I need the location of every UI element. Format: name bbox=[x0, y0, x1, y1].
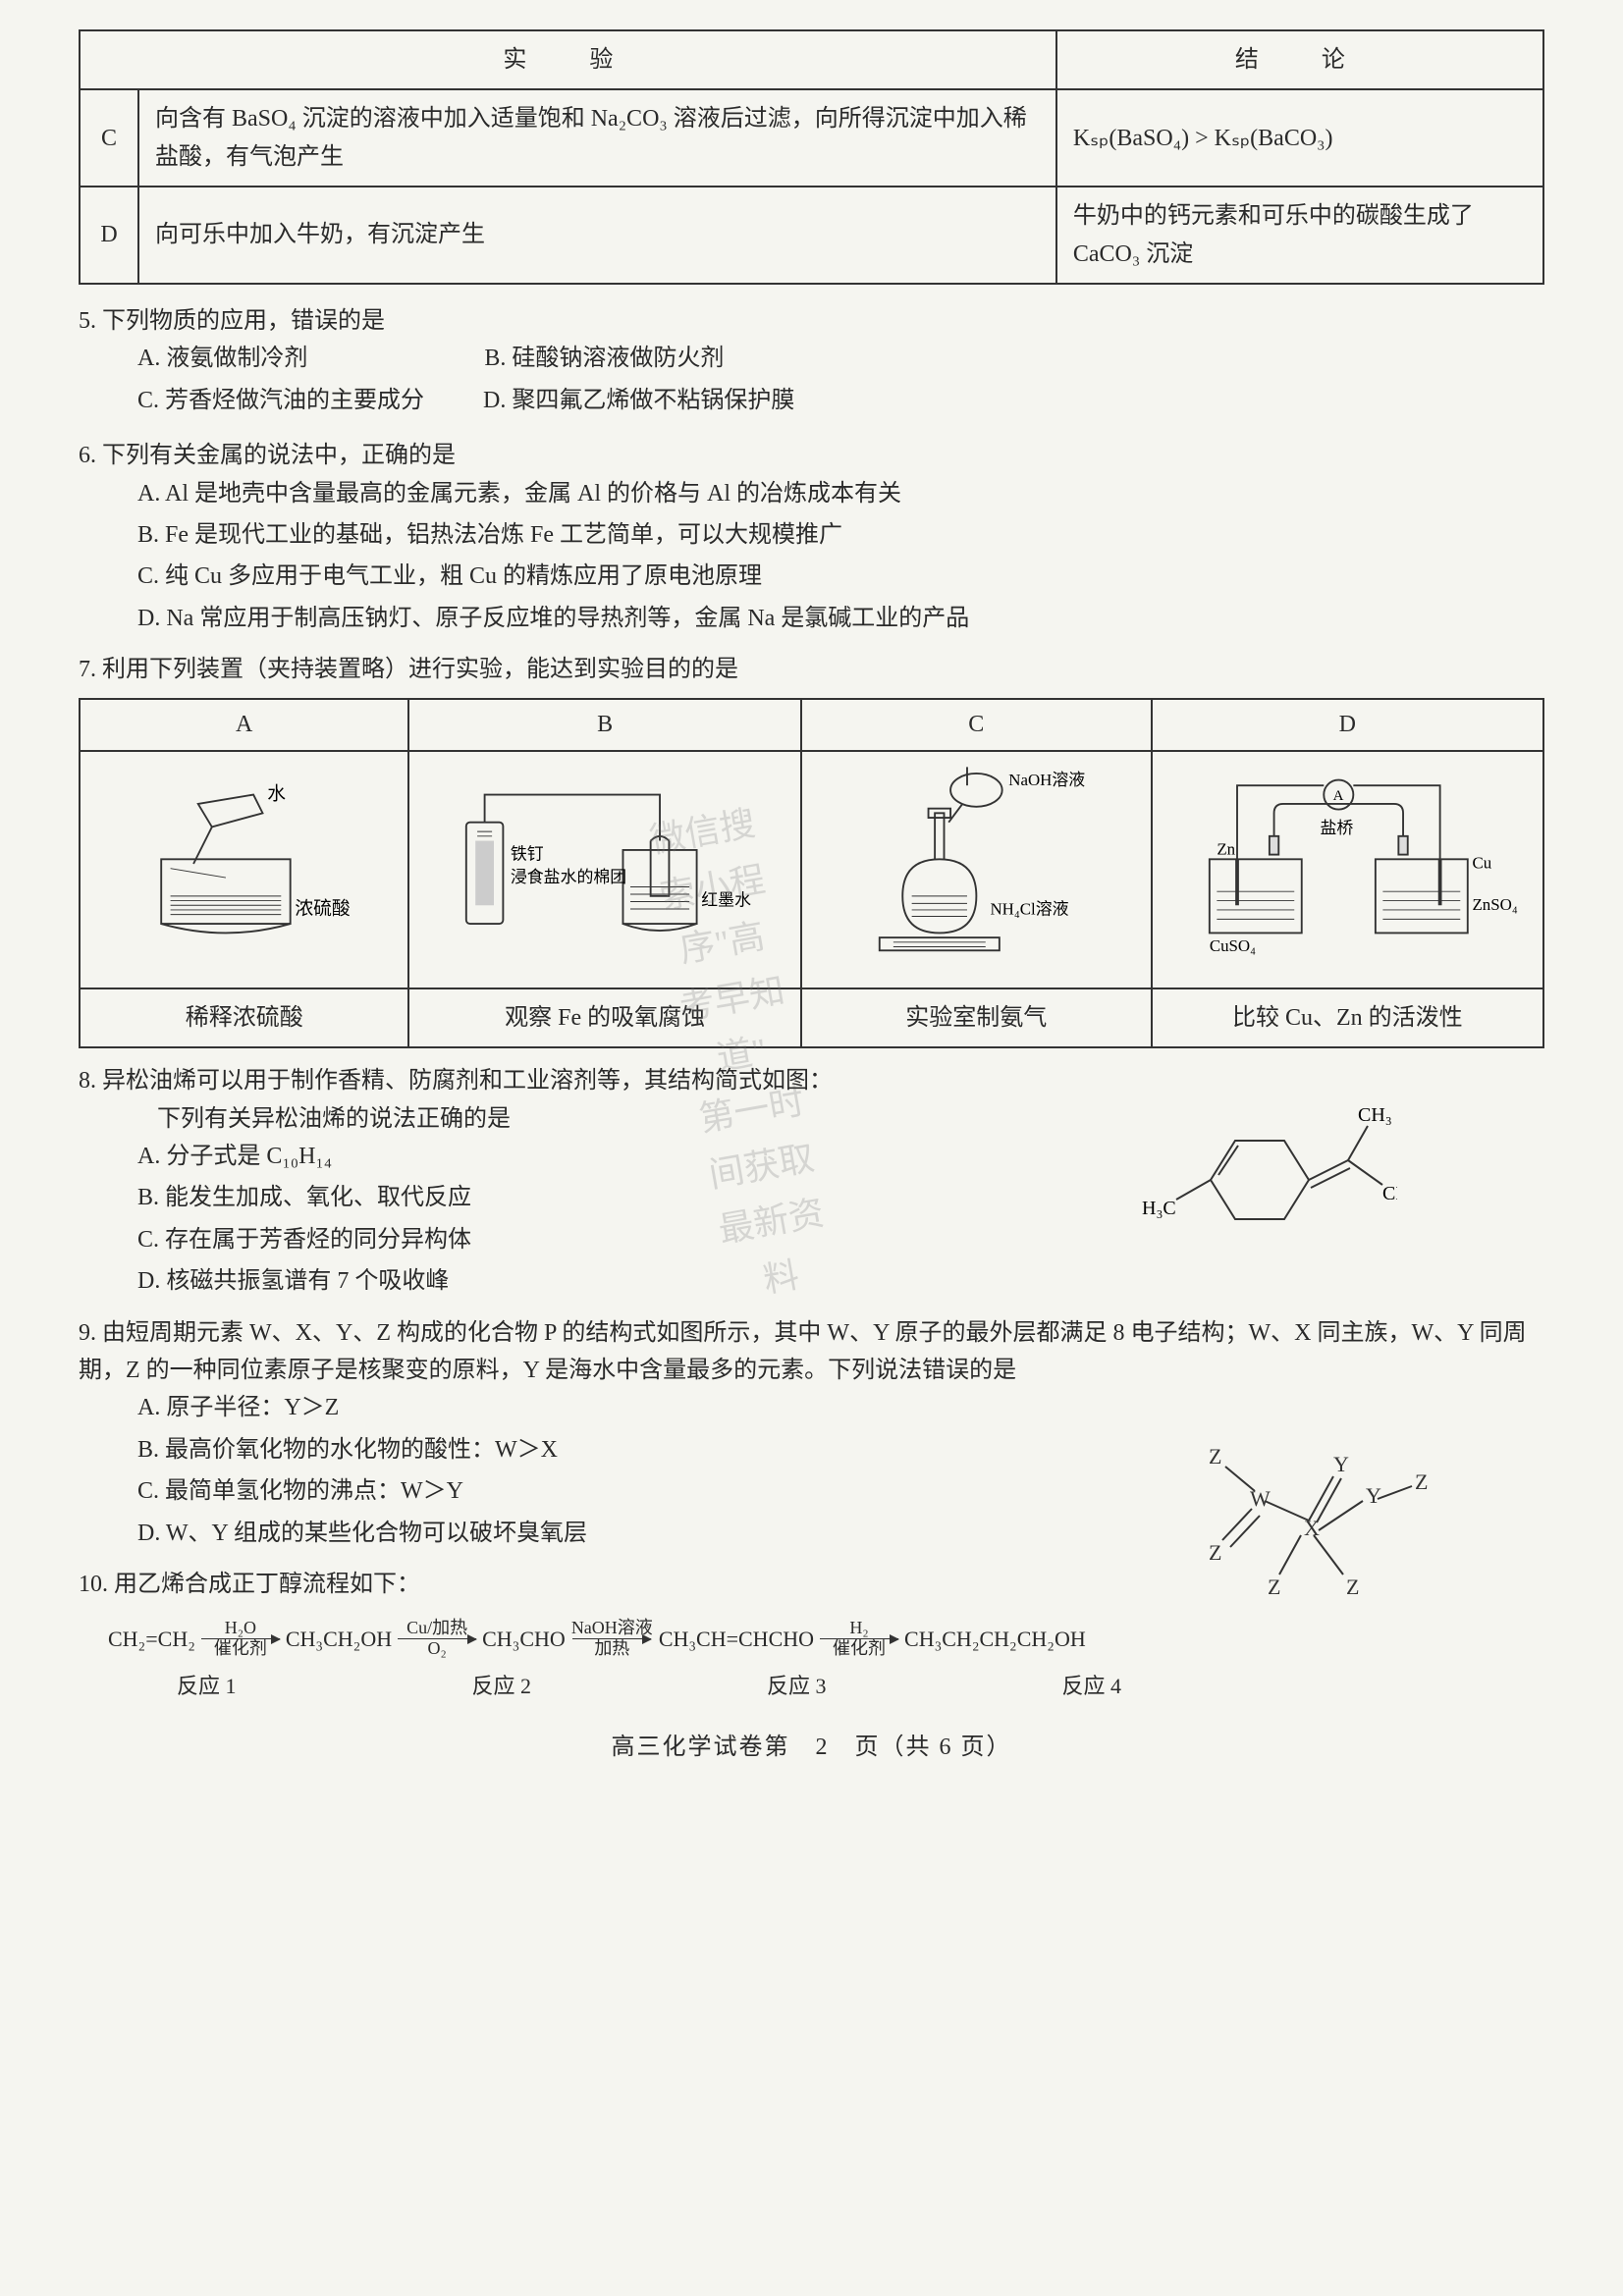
label-water: 水 bbox=[267, 782, 286, 804]
label-salt: 浸食盐水的棉团 bbox=[511, 868, 626, 886]
appa-caption: 比较 Cu、Zn 的活泼性 bbox=[1152, 988, 1543, 1047]
question-9: 9. 由短周期元素 W、X、Y、Z 构成的化合物 P 的结构式如图所示，其中 W… bbox=[79, 1314, 1544, 1552]
svg-text:Z: Z bbox=[1415, 1469, 1428, 1494]
q9-stem: 9. 由短周期元素 W、X、Y、Z 构成的化合物 P 的结构式如图所示，其中 W… bbox=[79, 1314, 1544, 1390]
reaction-arrow: H₂O 催化剂 bbox=[201, 1619, 280, 1659]
q6-opt-d: D. Na 常应用于制高压钠灯、原子反应堆的导热剂等，金属 Na 是氯碱工业的产… bbox=[137, 600, 1544, 637]
rxn-label: 反应 1 bbox=[177, 1669, 237, 1703]
q5-opt-b: B. 硅酸钠溶液做防火剂 bbox=[484, 340, 724, 377]
label-meter: A bbox=[1332, 788, 1343, 804]
q5-stem: 5. 下列物质的应用，错误的是 bbox=[79, 302, 1544, 340]
row-concl: 牛奶中的钙元素和可乐中的碳酸生成了 CaCO₃ 沉淀 bbox=[1056, 187, 1543, 284]
svg-text:Z: Z bbox=[1209, 1444, 1221, 1468]
table-row: D 向可乐中加入牛奶，有沉淀产生 牛奶中的钙元素和可乐中的碳酸生成了 CaCO₃… bbox=[80, 187, 1543, 284]
appa-diagram-d: A 盐桥 Zn Cu CuSO₄ ZnSO₄ bbox=[1152, 751, 1543, 988]
appa-header: D bbox=[1152, 699, 1543, 750]
appa-header: C bbox=[801, 699, 1152, 750]
svg-text:Z: Z bbox=[1268, 1575, 1280, 1599]
molecule-diagram: CH₃ CH₃ H₃C bbox=[1142, 1092, 1397, 1268]
svg-text:Z: Z bbox=[1346, 1575, 1359, 1599]
reaction-scheme: CH₂=CH₂ H₂O 催化剂 CH₃CH₂OH Cu/加热 O₂ CH₃CHO… bbox=[108, 1619, 1544, 1659]
species: CH₃CH₂CH₂CH₂OH bbox=[904, 1622, 1086, 1656]
table-header-exp: 实 验 bbox=[80, 30, 1056, 89]
appa-caption: 观察 Fe 的吸氧腐蚀 bbox=[408, 988, 800, 1047]
label-ink: 红墨水 bbox=[702, 890, 752, 909]
experiment-table: 实 验 结 论 C 向含有 BaSO₄ 沉淀的溶液中加入适量饱和 Na₂CO₃ … bbox=[79, 29, 1544, 285]
species: CH₃CH₂OH bbox=[286, 1622, 392, 1656]
appa-caption: 稀释浓硫酸 bbox=[80, 988, 408, 1047]
q7-stem: 7. 利用下列装置（夹持装置略）进行实验，能达到实验目的的是 bbox=[79, 651, 1544, 688]
reaction-arrow: H₂ 催化剂 bbox=[820, 1619, 898, 1659]
svg-text:Y: Y bbox=[1366, 1483, 1381, 1508]
page-footer: 高三化学试卷第 2 页（共 6 页） bbox=[79, 1729, 1544, 1766]
appa-diagram-b: 微信搜索小程序"高考早知道" 第一时间获取最新资料 bbox=[408, 751, 800, 988]
appa-diagram-c: NaOH溶液 NH₄Cl溶液 bbox=[801, 751, 1152, 988]
structure-diagram: Z W Z X Y Y Z Z Z bbox=[1171, 1442, 1446, 1599]
label-acid: 浓硫酸 bbox=[295, 898, 351, 920]
q5-opt-c: C. 芳香烃做汽油的主要成分 bbox=[137, 382, 424, 419]
apparatus-table: A B C D bbox=[79, 698, 1544, 1048]
species: CH₃CH=CHCHO bbox=[659, 1622, 814, 1656]
label-zn: Zn bbox=[1217, 839, 1235, 858]
q6-stem: 6. 下列有关金属的说法中，正确的是 bbox=[79, 437, 1544, 474]
appa-header: B bbox=[408, 699, 800, 750]
rxn-label: 反应 3 bbox=[767, 1669, 827, 1703]
species: CH₃CHO bbox=[482, 1622, 566, 1656]
q6-opt-c: C. 纯 Cu 多应用于电气工业，粗 Cu 的精炼应用了原电池原理 bbox=[137, 558, 1544, 595]
appa-header: A bbox=[80, 699, 408, 750]
label-nail: 铁钉 bbox=[511, 844, 544, 863]
row-exp: 向含有 BaSO₄ 沉淀的溶液中加入适量饱和 Na₂CO₃ 溶液后过滤，向所得沉… bbox=[138, 89, 1056, 187]
reaction-arrow: NaOH溶液 加热 bbox=[571, 1619, 653, 1659]
row-exp: 向可乐中加入牛奶，有沉淀产生 bbox=[138, 187, 1056, 284]
appa-diagram-a: 水 浓硫酸 bbox=[80, 751, 408, 988]
svg-text:X: X bbox=[1304, 1516, 1320, 1540]
svg-text:Z: Z bbox=[1209, 1540, 1221, 1565]
question-7: 7. 利用下列装置（夹持装置略）进行实验，能达到实验目的的是 A B C D bbox=[79, 651, 1544, 1048]
label-cu: Cu bbox=[1472, 854, 1491, 873]
table-row: C 向含有 BaSO₄ 沉淀的溶液中加入适量饱和 Na₂CO₃ 溶液后过滤，向所… bbox=[80, 89, 1543, 187]
appa-caption: 实验室制氨气 bbox=[801, 988, 1152, 1047]
question-8: 8. 异松油烯可以用于制作香精、防腐剂和工业溶剂等，其结构简式如图： 下列有关异… bbox=[79, 1062, 1544, 1300]
svg-text:W: W bbox=[1250, 1486, 1271, 1511]
row-label: D bbox=[80, 187, 138, 284]
reaction-arrow: Cu/加热 O₂ bbox=[398, 1619, 476, 1659]
label-nh4cl: NH₄Cl溶液 bbox=[990, 900, 1068, 919]
label-bridge: 盐桥 bbox=[1320, 819, 1353, 837]
q9-opt-a: A. 原子半径：Y＞Z bbox=[137, 1389, 1544, 1426]
species: CH₂=CH₂ bbox=[108, 1622, 195, 1656]
label-znso4: ZnSO₄ bbox=[1472, 895, 1517, 914]
q6-opt-a: A. Al 是地壳中含量最高的金属元素，金属 Al 的价格与 Al 的冶炼成本有… bbox=[137, 475, 1544, 512]
q5-opt-a: A. 液氨做制冷剂 bbox=[137, 340, 307, 377]
q6-opt-b: B. Fe 是现代工业的基础，铝热法冶炼 Fe 工艺简单，可以大规模推广 bbox=[137, 516, 1544, 554]
q5-opt-d: D. 聚四氟乙烯做不粘锅保护膜 bbox=[483, 382, 794, 419]
rxn-label: 反应 2 bbox=[472, 1669, 532, 1703]
table-header-concl: 结 论 bbox=[1056, 30, 1543, 89]
mol-label-ch3: CH₃ bbox=[1358, 1104, 1392, 1126]
label-cuso4: CuSO₄ bbox=[1209, 936, 1255, 955]
reaction-labels: 反应 1 反应 2 反应 3 反应 4 bbox=[177, 1669, 1544, 1703]
row-label: C bbox=[80, 89, 138, 187]
mol-label-ch3: CH₃ bbox=[1382, 1183, 1397, 1204]
question-6: 6. 下列有关金属的说法中，正确的是 A. Al 是地壳中含量最高的金属元素，金… bbox=[79, 437, 1544, 637]
svg-text:Y: Y bbox=[1333, 1452, 1349, 1476]
rxn-label: 反应 4 bbox=[1062, 1669, 1122, 1703]
label-naoh: NaOH溶液 bbox=[1008, 771, 1085, 789]
mol-label-h3c: H₃C bbox=[1142, 1198, 1176, 1219]
row-concl: Kₛₚ(BaSO₄) > Kₛₚ(BaCO₃) bbox=[1056, 89, 1543, 187]
question-5: 5. 下列物质的应用，错误的是 A. 液氨做制冷剂 B. 硅酸钠溶液做防火剂 C… bbox=[79, 302, 1544, 423]
